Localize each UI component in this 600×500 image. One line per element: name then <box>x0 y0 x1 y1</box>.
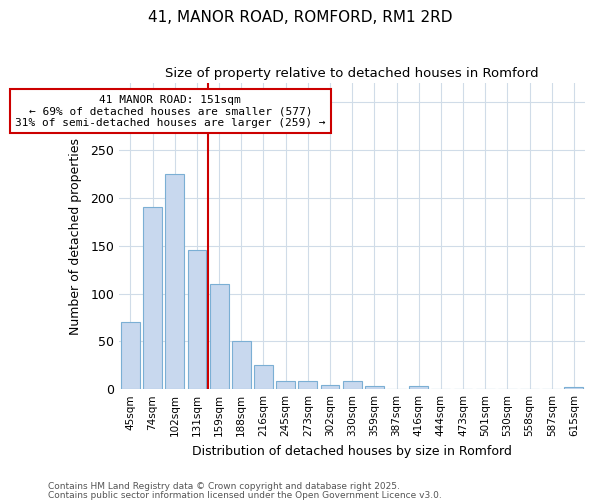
Text: Contains public sector information licensed under the Open Government Licence v3: Contains public sector information licen… <box>48 490 442 500</box>
Bar <box>320 386 340 389</box>
Bar <box>298 380 317 389</box>
X-axis label: Distribution of detached houses by size in Romford: Distribution of detached houses by size … <box>192 444 512 458</box>
Title: Size of property relative to detached houses in Romford: Size of property relative to detached ho… <box>166 68 539 80</box>
Text: Contains HM Land Registry data © Crown copyright and database right 2025.: Contains HM Land Registry data © Crown c… <box>48 482 400 491</box>
Y-axis label: Number of detached properties: Number of detached properties <box>69 138 82 334</box>
Bar <box>188 250 206 389</box>
Bar <box>409 386 428 389</box>
Bar <box>254 366 273 389</box>
Bar <box>143 208 162 389</box>
Text: 41 MANOR ROAD: 151sqm
← 69% of detached houses are smaller (577)
31% of semi-det: 41 MANOR ROAD: 151sqm ← 69% of detached … <box>15 94 326 128</box>
Bar <box>166 174 184 389</box>
Text: 41, MANOR ROAD, ROMFORD, RM1 2RD: 41, MANOR ROAD, ROMFORD, RM1 2RD <box>148 10 452 25</box>
Bar <box>121 322 140 389</box>
Bar <box>276 380 295 389</box>
Bar <box>232 342 251 389</box>
Bar <box>209 284 229 389</box>
Bar <box>343 380 362 389</box>
Bar <box>565 388 583 389</box>
Bar <box>365 386 384 389</box>
